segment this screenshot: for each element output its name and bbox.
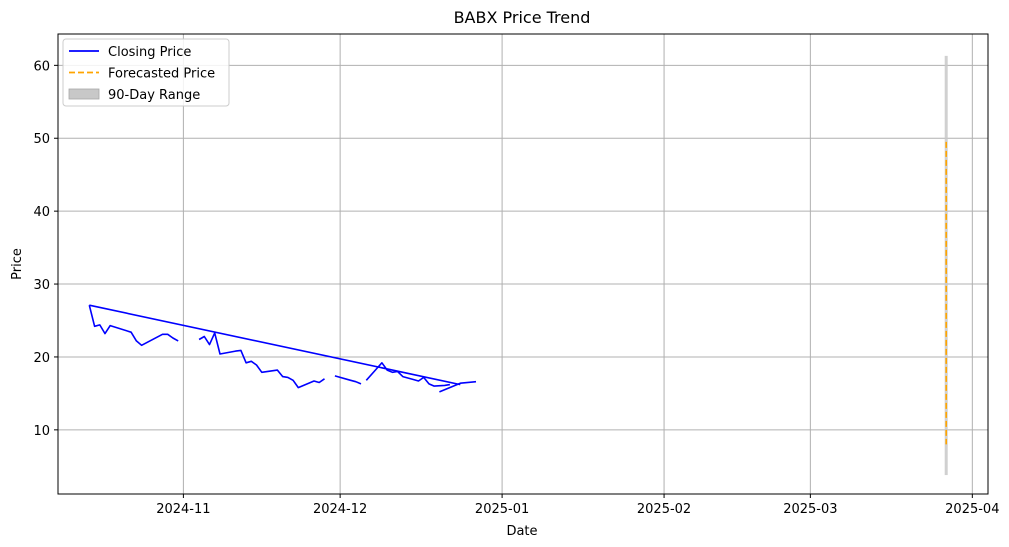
legend-label: Closing Price (108, 45, 191, 60)
x-tick-label: 2025-02 (637, 502, 691, 517)
closing-price-line (89, 304, 461, 386)
closing-price-line (198, 332, 325, 389)
ninety-day-range-band (944, 55, 948, 476)
x-tick-label: 2025-01 (475, 502, 529, 517)
legend-label: 90-Day Range (108, 88, 200, 103)
closing-price-line (365, 361, 451, 387)
x-tick-label: 2025-03 (783, 502, 837, 517)
legend-box (62, 38, 230, 107)
x-tick-label: 2024-11 (156, 502, 210, 517)
axis-ticks: 2024-11 2024-12 2025-01 2025-02 2025-03 2025-… (33, 59, 999, 517)
y-tick-label: 60 (33, 59, 50, 74)
y-tick-label: 50 (33, 132, 50, 147)
x-axis-label: Date (506, 524, 537, 539)
x-tick-label: 2024-12 (313, 502, 367, 517)
legend: Closing Price Forecasted Price 90-Day Rang… (62, 38, 230, 107)
plot-area-frame (57, 33, 989, 495)
y-axis-label: Price (10, 248, 25, 280)
x-tick-label: 2025-04 (945, 502, 999, 517)
chart-title: BABX Price Trend (454, 8, 591, 27)
range-band-layer (944, 55, 948, 476)
y-tick-label: 20 (33, 351, 50, 366)
legend-label: Forecasted Price (108, 67, 215, 82)
y-tick-label: 40 (33, 205, 50, 220)
legend-range-swatch (68, 88, 100, 100)
closing-price-line (88, 305, 179, 347)
y-tick-label: 30 (33, 278, 50, 293)
closing-price-series (88, 304, 477, 393)
grid (58, 34, 988, 494)
closing-price-line (439, 380, 477, 393)
y-tick-label: 10 (33, 424, 50, 439)
closing-price-line (334, 375, 362, 385)
